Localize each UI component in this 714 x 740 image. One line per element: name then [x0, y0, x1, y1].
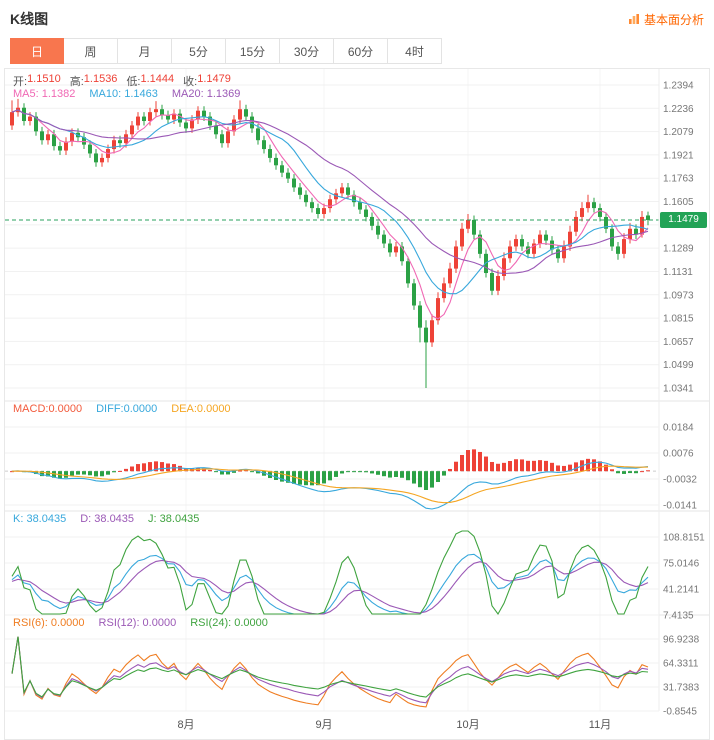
tab-day[interactable]: 日: [10, 38, 64, 64]
x-label-oct: 10月: [456, 719, 480, 731]
svg-text:-0.0032: -0.0032: [663, 475, 697, 486]
svg-text:41.2141: 41.2141: [663, 585, 700, 596]
svg-text:1.1605: 1.1605: [663, 197, 694, 208]
open-label: 开:: [13, 76, 28, 88]
svg-text:96.9238: 96.9238: [663, 635, 700, 646]
svg-text:7.4135: 7.4135: [663, 611, 694, 622]
macd-value: MACD:0.0000: [13, 403, 83, 415]
rsi-readout: RSI(6): 0.0000 RSI(12): 0.0000 RSI(24): …: [13, 617, 268, 629]
svg-text:-0.0141: -0.0141: [663, 501, 697, 512]
chart-canvas[interactable]: 1.2394 1.2236 1.2079 1.1921 1.1763 1.1605 1.12…: [5, 69, 709, 719]
header: K线图 基本面分析: [0, 0, 714, 38]
svg-text:31.7383: 31.7383: [663, 683, 700, 694]
low-value: 1.1444: [140, 73, 175, 85]
svg-text:1.0973: 1.0973: [663, 290, 694, 301]
svg-text:1.2079: 1.2079: [663, 127, 694, 138]
close-value: 1.1479: [197, 73, 231, 85]
svg-text:-0.8545: -0.8545: [663, 707, 697, 718]
ma10-value: MA10: 1.1463: [89, 88, 158, 100]
ohlc-readout: 开: 1.1510 高: 1.1536 低: 1.1444 收: 1.1479: [13, 73, 231, 89]
low-label: 低:: [126, 76, 141, 88]
ma20-value: MA20: 1.1369: [171, 88, 241, 100]
close-label: 收:: [183, 76, 198, 88]
x-axis: 8月 9月 10月 11月: [5, 714, 659, 734]
svg-text:1.0815: 1.0815: [663, 314, 694, 325]
d-value: D: 38.0435: [80, 513, 135, 525]
svg-text:75.0146: 75.0146: [663, 559, 700, 570]
svg-text:1.1763: 1.1763: [663, 174, 694, 185]
high-label: 高:: [69, 76, 84, 88]
kline-chart[interactable]: 1.2394 1.2236 1.2079 1.1921 1.1763 1.1605 1.12…: [4, 68, 710, 740]
macd-readout: MACD:0.0000 DIFF:0.0000 DEA:0.0000: [13, 403, 231, 415]
j-value: J: 38.0435: [148, 513, 200, 525]
svg-text:1.1131: 1.1131: [663, 267, 693, 278]
tab-month[interactable]: 月: [118, 38, 172, 64]
tab-15min[interactable]: 15分: [226, 38, 280, 64]
high-value: 1.1536: [83, 73, 118, 85]
timeframe-tabs: 日 周 月 5分 15分 30分 60分 4时: [0, 38, 714, 65]
dea-value: DEA:0.0000: [171, 403, 231, 415]
diff-value: DIFF:0.0000: [96, 403, 158, 415]
svg-text:1.0341: 1.0341: [663, 384, 694, 395]
rsi6-value: RSI(6): 0.0000: [13, 617, 85, 629]
svg-text:0.0076: 0.0076: [663, 449, 694, 460]
open-value: 1.1510: [27, 73, 61, 85]
svg-text:108.8151: 108.8151: [663, 533, 705, 544]
rsi24-value: RSI(24): 0.0000: [190, 617, 268, 629]
svg-text:1.1289: 1.1289: [663, 244, 694, 255]
svg-text:1.1921: 1.1921: [663, 150, 694, 161]
x-label-nov: 11月: [588, 719, 612, 731]
x-label-sep: 9月: [315, 719, 333, 731]
bar-chart-icon: [628, 13, 640, 25]
fundamental-analysis-label: 基本面分析: [643, 12, 704, 27]
tab-5min[interactable]: 5分: [172, 38, 226, 64]
page-title: K线图: [10, 11, 49, 27]
ma-readout: MA5: 1.1382 MA10: 1.1463 MA20: 1.1369: [13, 88, 240, 100]
svg-text:0.0184: 0.0184: [663, 423, 694, 434]
tab-60min[interactable]: 60分: [334, 38, 388, 64]
k-value: K: 38.0435: [13, 513, 67, 525]
tab-30min[interactable]: 30分: [280, 38, 334, 64]
ma5-value: MA5: 1.1382: [13, 88, 76, 100]
svg-text:1.2236: 1.2236: [663, 104, 694, 115]
svg-text:1.0499: 1.0499: [663, 360, 694, 371]
kdj-readout: K: 38.0435 D: 38.0435 J: 38.0435: [13, 513, 199, 525]
tab-week[interactable]: 周: [64, 38, 118, 64]
svg-text:1.2394: 1.2394: [663, 81, 694, 92]
rsi12-value: RSI(12): 0.0000: [98, 617, 177, 629]
current-price-badge: 1.1479: [660, 212, 707, 229]
svg-text:64.3311: 64.3311: [663, 659, 699, 670]
fundamental-analysis-link[interactable]: 基本面分析: [628, 11, 704, 28]
svg-text:1.0657: 1.0657: [663, 337, 694, 348]
tab-4hour[interactable]: 4时: [388, 38, 442, 64]
x-label-aug: 8月: [177, 719, 195, 731]
